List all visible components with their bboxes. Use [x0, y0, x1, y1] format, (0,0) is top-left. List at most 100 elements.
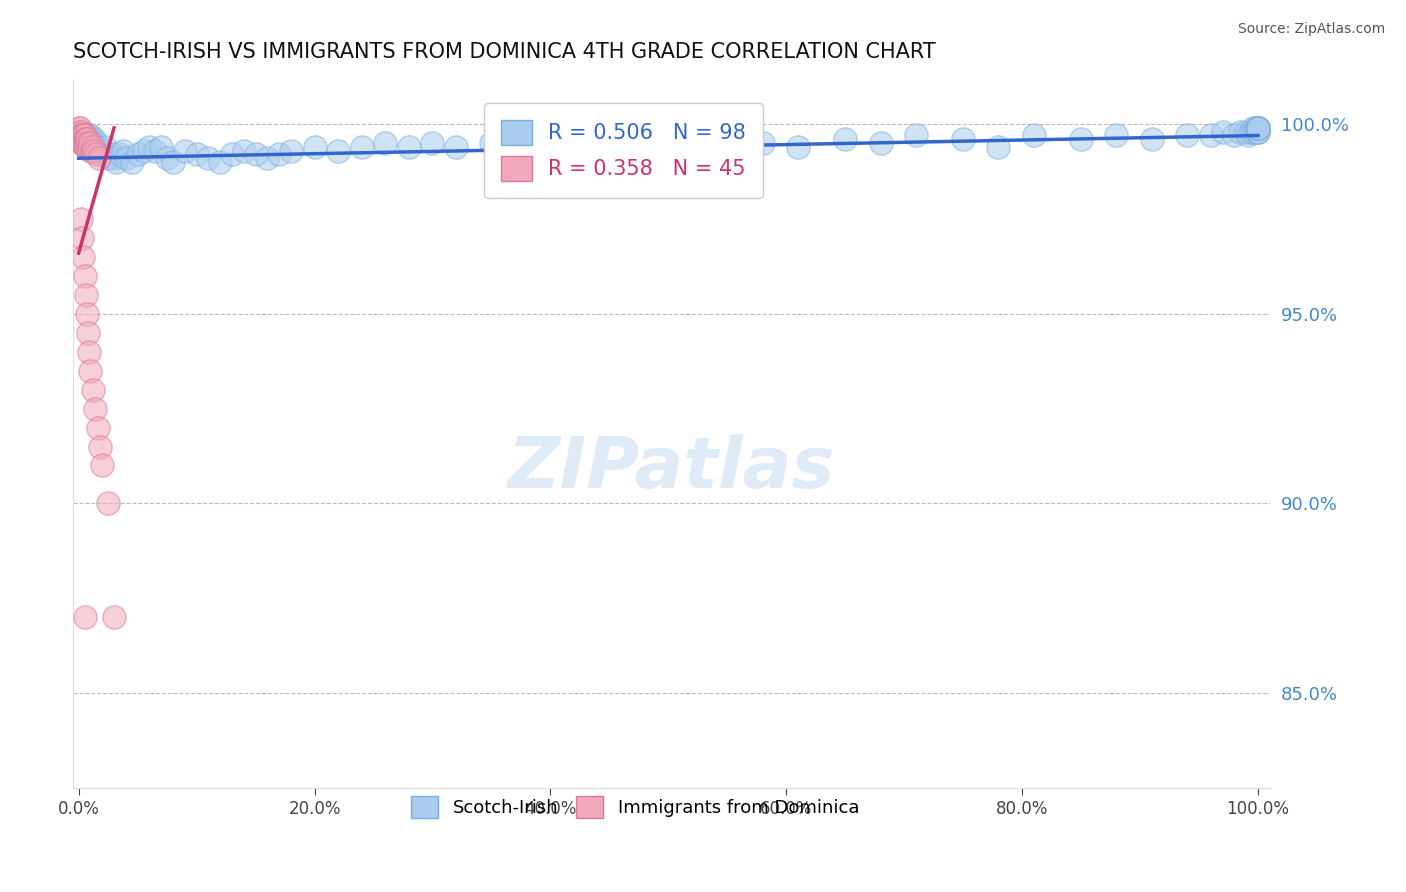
- Point: [787, 140, 810, 154]
- Point: [73, 132, 96, 146]
- Point: [83, 132, 105, 146]
- Point: [70, 132, 93, 146]
- Point: [1175, 128, 1198, 143]
- Point: [162, 155, 184, 169]
- Point: [112, 144, 135, 158]
- Point: [1070, 132, 1092, 146]
- Point: [444, 140, 467, 154]
- Point: [232, 144, 254, 158]
- Point: [82, 383, 104, 397]
- Point: [70, 125, 93, 139]
- Point: [221, 147, 243, 161]
- Point: [86, 136, 108, 150]
- Text: SCOTCH-IRISH VS IMMIGRANTS FROM DOMINICA 4TH GRADE CORRELATION CHART: SCOTCH-IRISH VS IMMIGRANTS FROM DOMINICA…: [73, 42, 935, 62]
- Point: [84, 144, 107, 158]
- Point: [1247, 120, 1270, 135]
- Point: [77, 136, 100, 150]
- Point: [82, 140, 104, 154]
- Point: [269, 147, 291, 161]
- Point: [70, 231, 93, 245]
- Point: [1212, 125, 1234, 139]
- Point: [73, 128, 96, 143]
- Point: [1247, 120, 1270, 135]
- Point: [80, 144, 103, 158]
- Point: [610, 136, 633, 150]
- Point: [575, 132, 598, 146]
- Point: [751, 136, 773, 150]
- Point: [1234, 125, 1257, 139]
- Point: [103, 151, 125, 165]
- Point: [79, 128, 101, 143]
- Point: [70, 132, 93, 146]
- Point: [186, 147, 208, 161]
- Point: [77, 326, 100, 340]
- Point: [138, 140, 160, 154]
- Point: [1247, 120, 1270, 135]
- Point: [716, 140, 738, 154]
- Point: [69, 132, 91, 146]
- Point: [75, 287, 97, 301]
- Point: [72, 128, 94, 143]
- Point: [70, 136, 93, 150]
- Point: [1223, 128, 1246, 143]
- Point: [72, 250, 94, 264]
- Point: [1199, 128, 1222, 143]
- Point: [77, 132, 100, 146]
- Point: [127, 147, 149, 161]
- Point: [73, 140, 96, 154]
- Point: [103, 610, 125, 624]
- Point: [79, 144, 101, 158]
- Point: [76, 132, 98, 146]
- Point: [84, 401, 107, 416]
- Point: [645, 140, 668, 154]
- Point: [952, 132, 974, 146]
- Point: [79, 364, 101, 378]
- Point: [79, 136, 101, 150]
- Point: [93, 140, 115, 154]
- Point: [108, 147, 131, 161]
- Point: [70, 128, 93, 143]
- Point: [1237, 128, 1260, 143]
- Point: [350, 140, 373, 154]
- Point: [91, 458, 114, 473]
- Point: [326, 144, 349, 158]
- Point: [1247, 125, 1270, 139]
- Point: [70, 211, 93, 226]
- Point: [987, 140, 1010, 154]
- Point: [374, 136, 396, 150]
- Point: [73, 610, 96, 624]
- Point: [1247, 120, 1270, 135]
- Point: [1244, 120, 1267, 135]
- Point: [77, 140, 100, 154]
- Point: [173, 144, 195, 158]
- Point: [80, 136, 103, 150]
- Point: [834, 132, 856, 146]
- Point: [77, 136, 100, 150]
- Point: [1240, 125, 1263, 139]
- Point: [73, 268, 96, 283]
- Point: [76, 132, 98, 146]
- Point: [1246, 125, 1268, 139]
- Point: [89, 440, 111, 454]
- Point: [1247, 120, 1270, 135]
- Point: [82, 140, 104, 154]
- Point: [75, 132, 97, 146]
- Point: [538, 140, 561, 154]
- Point: [681, 136, 703, 150]
- Point: [97, 496, 120, 510]
- Point: [132, 144, 155, 158]
- Point: [197, 151, 219, 165]
- Point: [105, 155, 128, 169]
- Point: [209, 155, 232, 169]
- Point: [73, 132, 96, 146]
- Point: [114, 151, 136, 165]
- Point: [422, 136, 444, 150]
- Point: [77, 128, 100, 143]
- Point: [75, 140, 97, 154]
- Point: [91, 144, 114, 158]
- Point: [1105, 128, 1128, 143]
- Point: [72, 136, 94, 150]
- Point: [304, 140, 326, 154]
- Point: [70, 136, 93, 150]
- Point: [86, 140, 108, 154]
